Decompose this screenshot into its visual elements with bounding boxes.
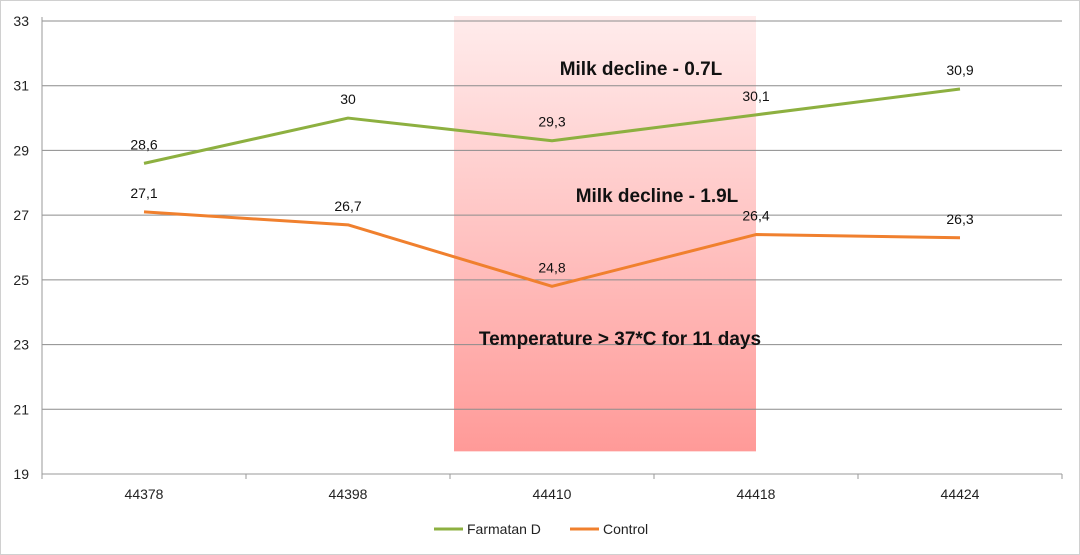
y-tick-label: 33 xyxy=(13,13,29,29)
y-tick-label: 19 xyxy=(13,466,29,482)
x-tick-label: 44398 xyxy=(329,486,368,502)
x-tick-label: 44424 xyxy=(941,486,980,502)
data-label: 26,4 xyxy=(742,208,769,224)
highlight-band xyxy=(454,16,756,452)
x-tick-label: 44418 xyxy=(737,486,776,502)
legend-label-control: Control xyxy=(603,521,648,537)
annotation-temperature: Temperature > 37*C for 11 days xyxy=(479,329,761,350)
y-tick-label: 21 xyxy=(13,401,29,417)
data-label: 29,3 xyxy=(538,114,565,130)
annotation-control-decline: Milk decline - 1.9L xyxy=(576,186,739,207)
y-tick-label: 25 xyxy=(13,272,29,288)
series-line-control xyxy=(143,210,961,288)
legend: Farmatan D Control xyxy=(434,521,648,537)
data-label: 24,8 xyxy=(538,259,565,275)
y-tick-label: 23 xyxy=(13,337,29,353)
data-label: 30,9 xyxy=(946,62,973,78)
legend-label-farmatan-d: Farmatan D xyxy=(467,521,541,537)
data-label: 26,3 xyxy=(946,211,973,227)
series-line-farmatan-d xyxy=(143,87,961,165)
y-tick-label: 31 xyxy=(13,78,29,94)
y-tick-label: 29 xyxy=(13,142,29,158)
x-tick-label: 44378 xyxy=(125,486,164,502)
y-tick-label: 27 xyxy=(13,207,29,223)
x-tick-label: 44410 xyxy=(533,486,572,502)
data-label: 27,1 xyxy=(130,185,157,201)
data-label: 26,7 xyxy=(334,198,361,214)
data-label: 30,1 xyxy=(742,88,769,104)
annotation-farmatan-decline: Milk decline - 0.7L xyxy=(560,59,723,80)
data-label: 28,6 xyxy=(130,136,157,152)
data-label: 30 xyxy=(340,91,356,107)
